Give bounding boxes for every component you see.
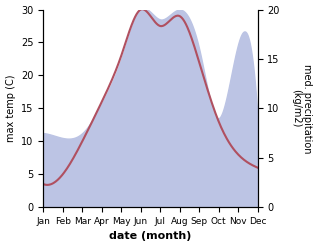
Y-axis label: med. precipitation
(kg/m2): med. precipitation (kg/m2) bbox=[291, 64, 313, 153]
Y-axis label: max temp (C): max temp (C) bbox=[5, 75, 16, 142]
X-axis label: date (month): date (month) bbox=[109, 231, 192, 242]
